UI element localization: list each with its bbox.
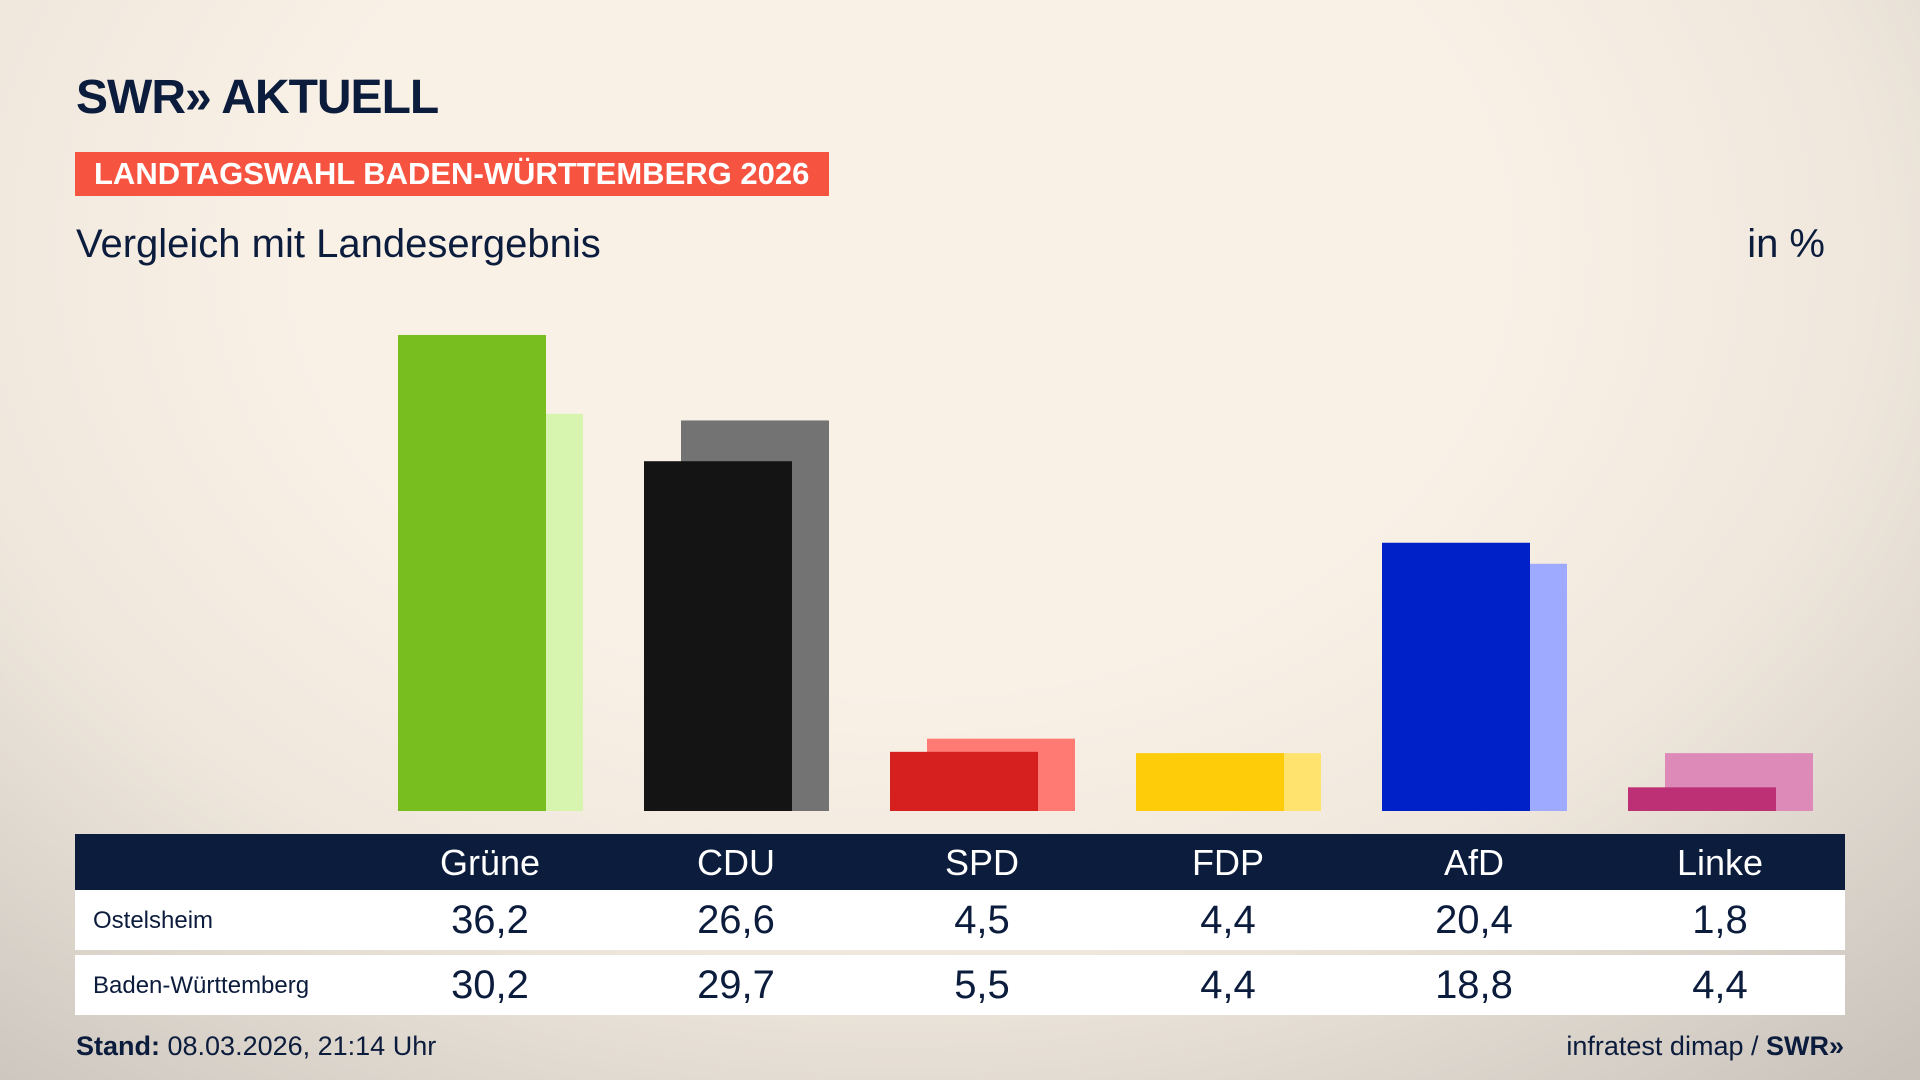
value-cell: 4,4 [1200,898,1256,942]
row-label: Baden-Württemberg [93,972,310,999]
election-banner: LANDTAGSWAHL BADEN-WÜRTTEMBERG 2026 [75,152,829,196]
column-header: CDU [697,842,775,883]
chart-subtitle: Vergleich mit Landesergebnis [76,222,601,266]
swr-aktuell-logo: SWR» AKTUELL [76,71,439,124]
column-header: SPD [944,842,1020,883]
row-label: Ostelsheim [93,907,214,934]
value-cell: 20,4 [1435,898,1513,942]
unit-label: in % [1747,222,1825,266]
value-cell: 36,2 [451,898,529,942]
bar-spd-ostelsheim [890,751,1038,811]
stand-value: 08.03.2026, 21:14 Uhr [160,1031,437,1061]
column-header: FDP [1192,842,1264,883]
swr-logo: SWR» [1765,1031,1844,1061]
column-header: Grüne [439,842,541,883]
bar-chart [398,334,1813,811]
bar-afd-ostelsheim [1382,542,1530,811]
table-row: Ostelsheim 36,2 26,6 4,5 4,4 20,4 1,8 [75,890,1845,950]
table-row: Baden-Württemberg 30,2 29,7 5,5 4,4 18,8 4,4 [75,955,1845,1015]
value-cell: 1,8 [1692,898,1748,942]
value-cell: 4,4 [1692,963,1748,1007]
timestamp: Stand: 08.03.2026, 21:14 Uhr [76,1031,436,1062]
value-cell: 4,5 [954,898,1010,942]
column-header: Linke [1676,842,1764,883]
stand-label: Stand: [76,1031,160,1061]
bar-linke-ostelsheim [1628,787,1776,811]
value-cell: 29,7 [697,963,775,1007]
source-text: infratest dimap / [1566,1031,1766,1061]
value-cell: 30,2 [451,963,529,1007]
column-header: AfD [1443,842,1504,883]
table-header: Grüne CDU SPD FDP AfD Linke [75,834,1845,890]
value-cell: 26,6 [697,898,775,942]
bar-fdp-ostelsheim [1136,753,1284,811]
value-cell: 4,4 [1200,963,1256,1007]
value-cell: 5,5 [954,963,1010,1007]
value-cell: 18,8 [1435,963,1513,1007]
bar-grüne-ostelsheim [398,334,546,811]
bar-cdu-ostelsheim [644,461,792,811]
source: infratest dimap / SWR» [1566,1031,1844,1062]
